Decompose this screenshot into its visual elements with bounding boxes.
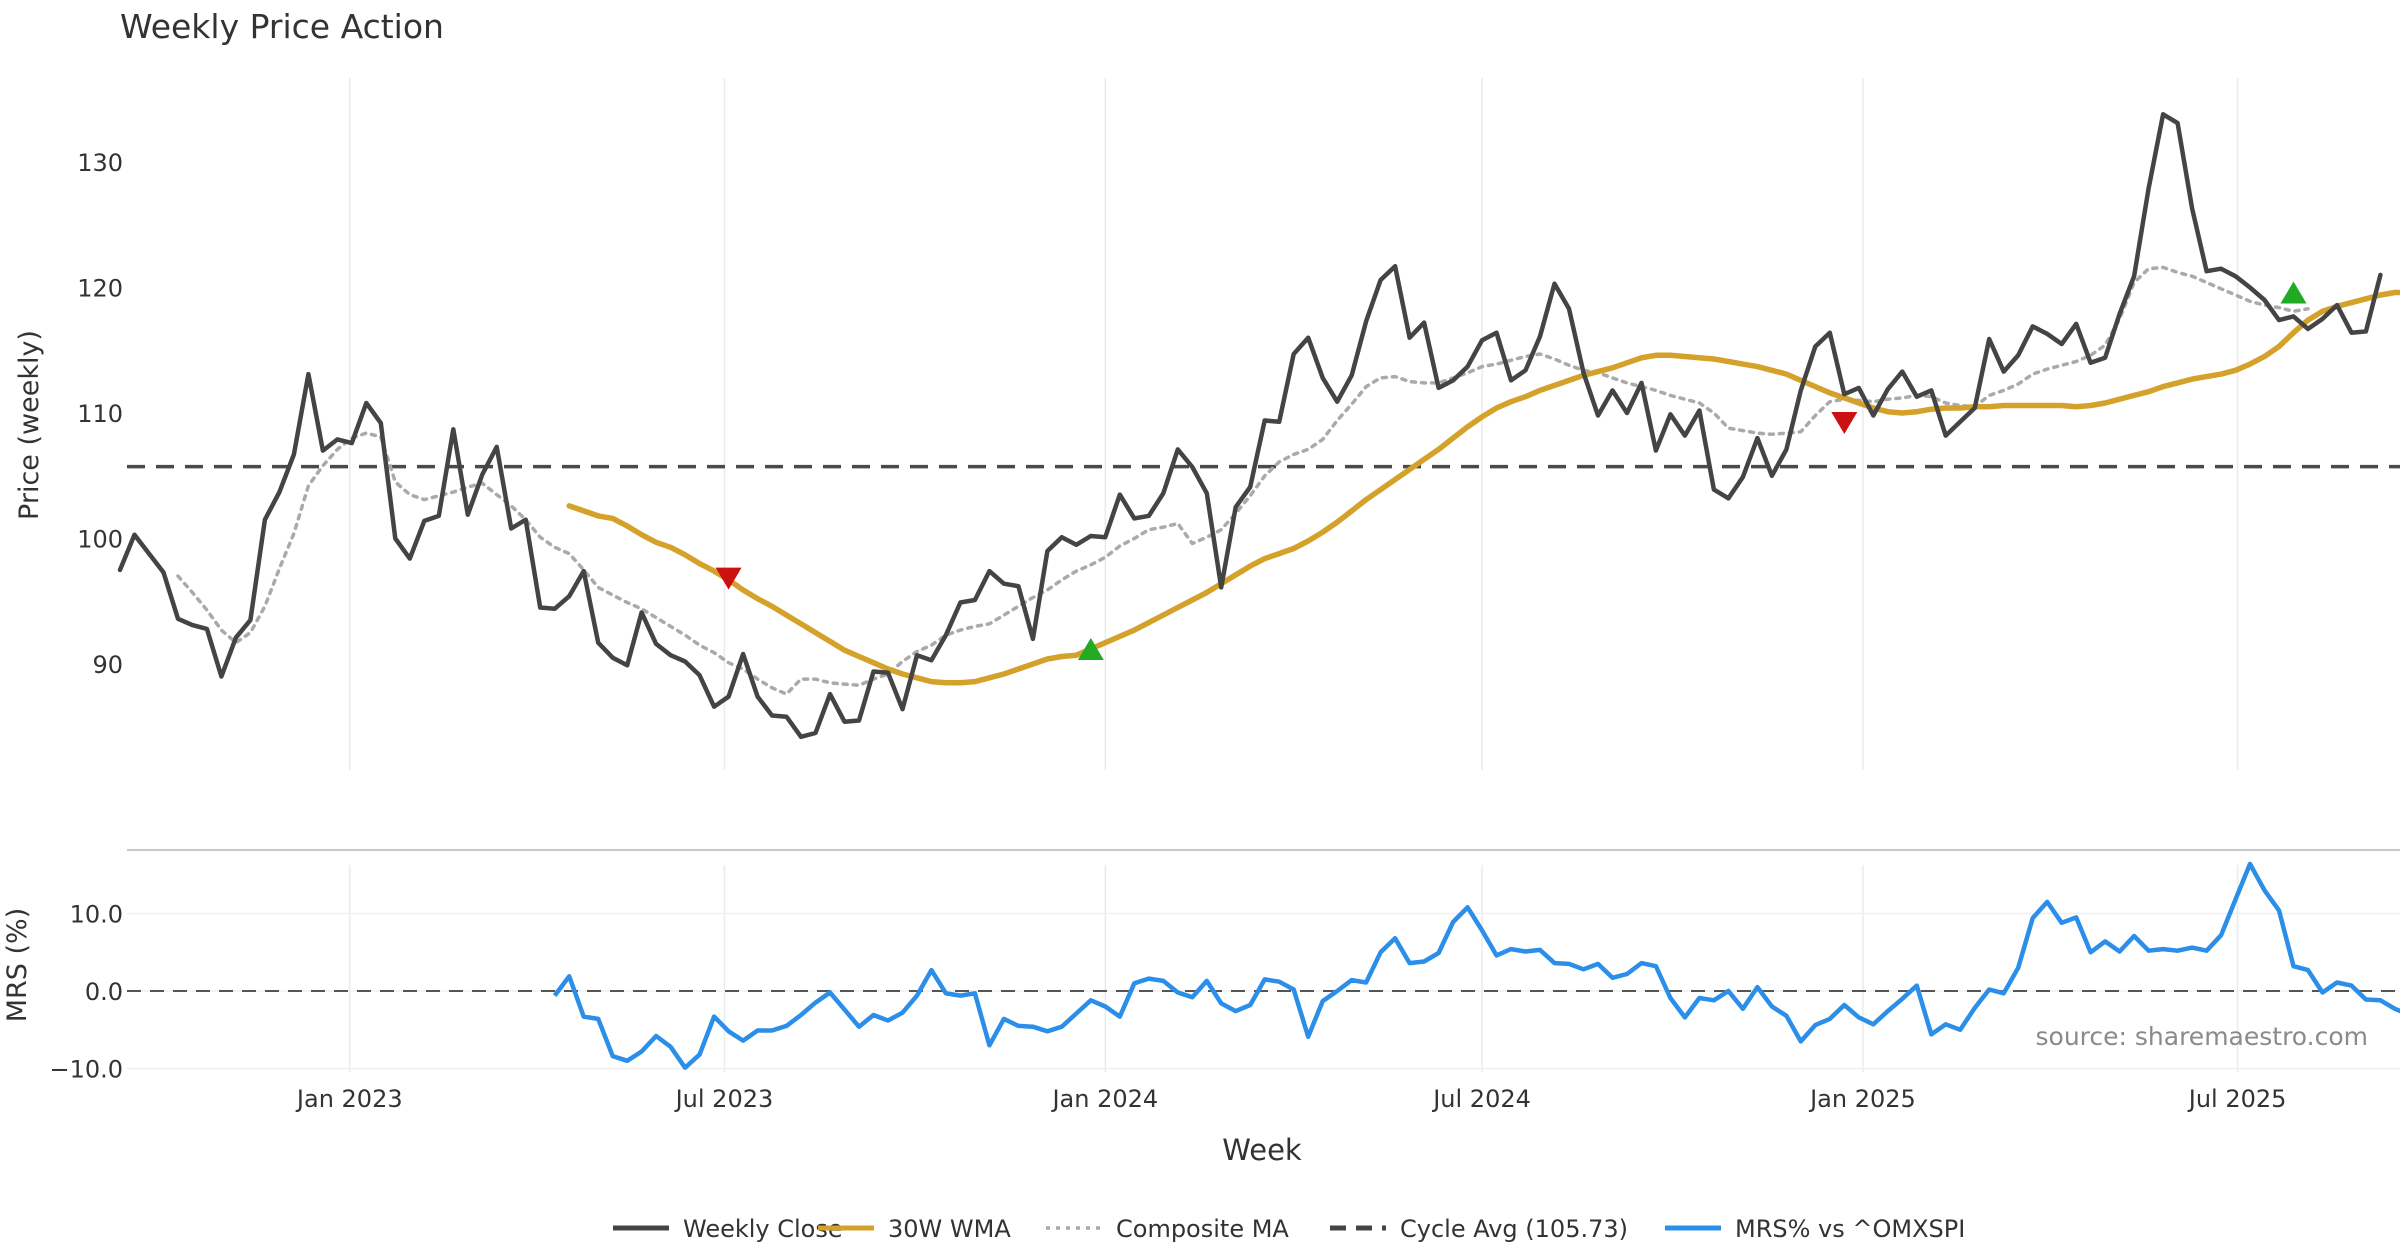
y-tick-label-price: 90 [92,651,123,679]
y-axis-label-price: Price (weekly) [14,330,45,520]
x-tick-label: Jan 2023 [295,1085,403,1113]
weekly-close-line [117,112,2383,740]
y-tick-label-price: 120 [77,275,123,303]
chart-title: Weekly Price Action [120,7,444,46]
x-tick-label: Jul 2025 [2187,1085,2287,1113]
x-tick-label: Jan 2024 [1050,1085,1158,1113]
y-tick-label-mrs: 10.0 [70,901,123,929]
buy-signal-marker [1077,637,1104,660]
wma-30w-line [566,289,2400,686]
legend: Weekly Close 30W WMA Composite MA Cycle Avg… [613,1215,1965,1243]
y-tick-label-price: 110 [77,400,123,428]
x-tick-label: Jan 2025 [1808,1085,1916,1113]
buy-signal-marker [2280,281,2307,304]
y-tick-label-price: 100 [77,526,123,554]
mrs-series [127,861,2400,1070]
y-axis-label-mrs: MRS (%) [2,908,33,1023]
x-axis-label: Week [1222,1133,1302,1167]
x-tick-label: Jul 2023 [674,1085,774,1113]
composite-ma-line [176,265,2310,696]
legend-label: Weekly Close [683,1215,843,1243]
legend-label: Composite MA [1116,1215,1289,1243]
legend-label: Cycle Avg (105.73) [1400,1215,1628,1243]
price-series [117,112,2400,740]
top-gridlines [349,78,2239,770]
legend-label: 30W WMA [888,1215,1011,1243]
sell-signal-marker [1831,412,1858,435]
x-tick-label: Jul 2024 [1431,1085,1531,1113]
source-annotation: source: sharemaestro.com [2036,1022,2369,1051]
y-tick-label-mrs: −10.0 [49,1056,123,1084]
y-tick-label-mrs: 0.0 [85,978,123,1006]
axis-labels: Jan 2023 Jul 2023 Jan 2024 Jul 2024 Jan 2025… [49,149,2286,1113]
y-tick-label-price: 130 [77,149,123,177]
legend-label: MRS% vs ^OMXSPI [1735,1215,1965,1243]
sell-signal-marker [715,567,742,590]
mrs-line [552,861,2400,1070]
signal-markers [715,281,2307,660]
